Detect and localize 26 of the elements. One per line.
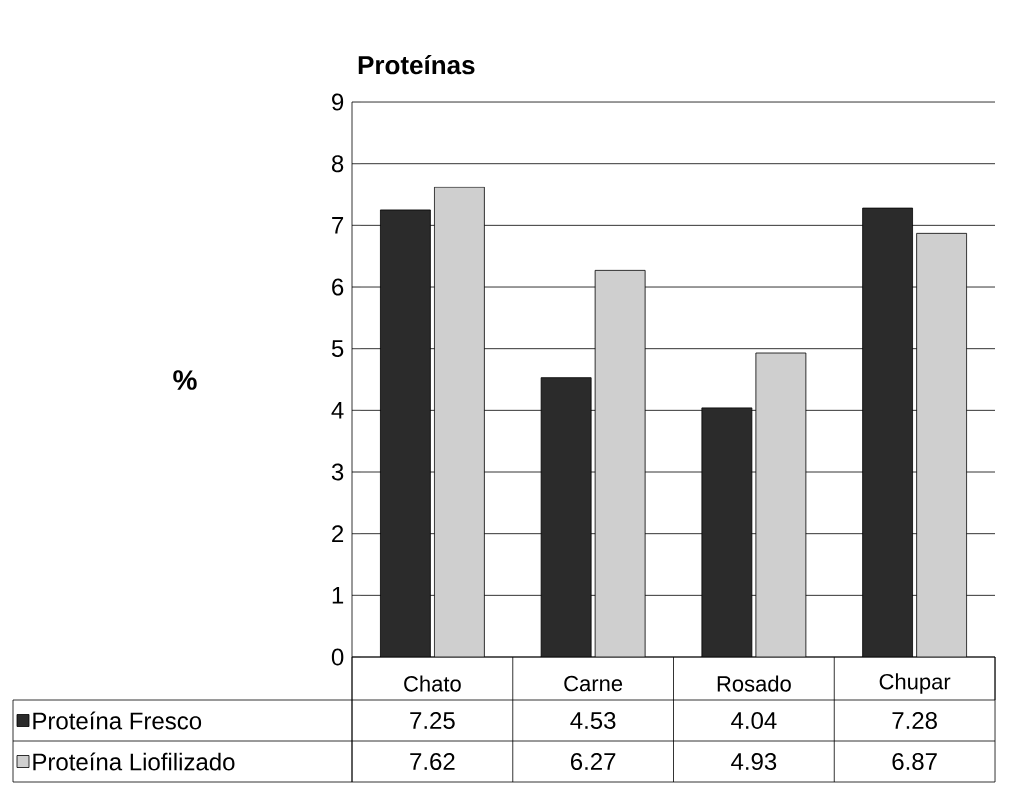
data-label: 6.27 xyxy=(571,753,616,770)
legend-label: Proteína Fresco xyxy=(33,711,202,730)
data-label: 7.25 xyxy=(410,712,455,729)
data-label: 4.93 xyxy=(731,753,777,770)
data-label: 4.53 xyxy=(570,712,616,729)
data-label: 4.04 xyxy=(731,712,777,729)
y-tick-label: 6 xyxy=(332,278,344,296)
x-tick-label: Chupar xyxy=(879,673,951,694)
y-tick-label: 5 xyxy=(331,340,344,358)
legend-label: Proteína Liofilizado xyxy=(33,752,235,771)
y-tick-label: 3 xyxy=(331,463,344,481)
y-tick-label: 1 xyxy=(332,587,344,604)
y-tick-label: 8 xyxy=(331,155,344,173)
data-label: 7.62 xyxy=(410,753,455,770)
x-tick-label: Chato xyxy=(404,675,461,692)
data-label: 7.28 xyxy=(892,712,937,729)
y-tick-label: 0 xyxy=(331,648,344,666)
data-label: 6.87 xyxy=(892,753,937,770)
y-axis-title: % xyxy=(173,370,197,390)
y-tick-label: 4 xyxy=(331,402,344,419)
y-tick-label: 2 xyxy=(332,525,344,543)
y-tick-label: 9 xyxy=(332,93,344,111)
chart-title: Proteínas xyxy=(358,54,475,75)
x-tick-label: Rosado xyxy=(717,675,791,692)
y-tick-label: 7 xyxy=(332,217,344,234)
x-tick-label: Carne xyxy=(564,675,623,692)
